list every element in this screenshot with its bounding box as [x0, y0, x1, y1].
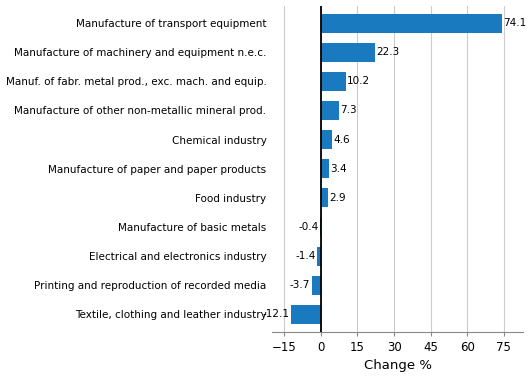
Text: -1.4: -1.4 [296, 251, 316, 261]
Bar [291, 305, 321, 324]
Text: -12.1: -12.1 [263, 309, 290, 319]
Bar [321, 130, 332, 149]
Text: 22.3: 22.3 [377, 47, 400, 57]
Bar [320, 217, 321, 237]
X-axis label: Change %: Change % [364, 359, 432, 372]
Text: -0.4: -0.4 [298, 222, 318, 232]
Text: 3.4: 3.4 [331, 164, 347, 174]
Bar [312, 276, 321, 295]
Text: 74.1: 74.1 [503, 18, 526, 28]
Text: 10.2: 10.2 [347, 76, 370, 86]
Text: 7.3: 7.3 [340, 105, 357, 115]
Bar [321, 188, 328, 207]
Bar [317, 246, 321, 266]
Bar [321, 72, 346, 91]
Bar [321, 101, 339, 120]
Bar [321, 14, 501, 33]
Bar [321, 43, 375, 62]
Text: 4.6: 4.6 [333, 135, 350, 144]
Text: 2.9: 2.9 [330, 193, 346, 203]
Bar [321, 159, 329, 178]
Text: -3.7: -3.7 [290, 280, 311, 290]
